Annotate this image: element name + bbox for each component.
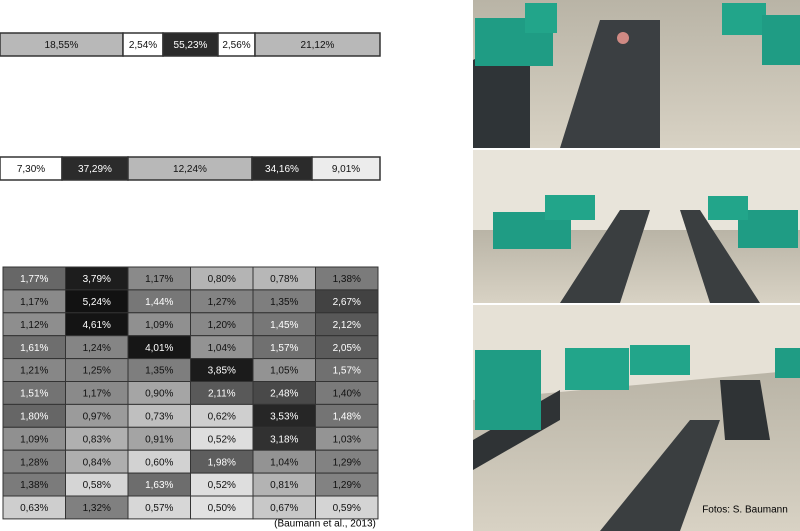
heat-label: 1,38%	[20, 480, 48, 491]
heat-cell	[315, 495, 379, 520]
citation: (Baumann et al., 2013)	[274, 519, 376, 530]
photo-credit: Fotos: S. Baumann	[702, 505, 788, 516]
heat-label: 1,61%	[20, 343, 48, 354]
heat-label: 1,04%	[270, 457, 298, 468]
band-label: 2,56%	[222, 40, 250, 51]
heat-label: 1,24%	[83, 343, 111, 354]
band-label: 2,54%	[129, 40, 157, 51]
heat-label: 1,57%	[270, 343, 298, 354]
heat-label: 0,91%	[145, 434, 173, 445]
band-label: 37,29%	[78, 164, 112, 175]
heat-label: 1,57%	[333, 366, 361, 377]
heat-label: 1,20%	[208, 320, 236, 331]
heat-label: 0,84%	[83, 457, 111, 468]
heat-label: 1,35%	[270, 297, 298, 308]
heat-label: 1,17%	[83, 389, 111, 400]
heat-label: 1,51%	[20, 389, 48, 400]
heat-label: 1,09%	[20, 434, 48, 445]
heat-label: 1,03%	[333, 434, 361, 445]
heat-label: 1,45%	[270, 320, 298, 331]
heat-label: 1,48%	[333, 411, 361, 422]
heat-label: 1,25%	[83, 366, 111, 377]
heat-label: 0,83%	[83, 434, 111, 445]
heat-label: 3,18%	[270, 434, 298, 445]
heat-label: 1,09%	[145, 320, 173, 331]
heat-label: 1,28%	[20, 457, 48, 468]
heat-label: 0,52%	[208, 480, 236, 491]
heat-label: 1,80%	[20, 411, 48, 422]
band-label: 12,24%	[173, 164, 207, 175]
heat-label: 0,78%	[270, 274, 298, 285]
photo	[473, 305, 800, 531]
heat-label: 2,12%	[333, 320, 361, 331]
band-label: 34,16%	[265, 164, 299, 175]
heat-label: 1,40%	[333, 389, 361, 400]
heat-label: 0,60%	[145, 457, 173, 468]
heat-label: 1,29%	[333, 457, 361, 468]
heat-label: 1,17%	[20, 297, 48, 308]
heat-label: 0,50%	[208, 503, 236, 514]
heat-label: 2,48%	[270, 389, 298, 400]
heat-label: 1,27%	[208, 297, 236, 308]
heat-label: 0,62%	[208, 411, 236, 422]
heat-label: 1,21%	[20, 366, 48, 377]
heat-label: 3,85%	[208, 366, 236, 377]
heat-label: 3,53%	[270, 411, 298, 422]
heat-label: 1,32%	[83, 503, 111, 514]
heat-label: 1,05%	[270, 366, 298, 377]
band-label: 21,12%	[301, 40, 335, 51]
photo	[473, 150, 800, 303]
band-cell	[254, 32, 381, 57]
heat-label: 0,81%	[270, 480, 298, 491]
heat-label: 0,52%	[208, 434, 236, 445]
band-label: 55,23%	[174, 40, 208, 51]
heat-label: 0,97%	[83, 411, 111, 422]
heat-label: 1,44%	[145, 297, 173, 308]
band-cell	[311, 156, 381, 181]
heat-label: 5,24%	[83, 297, 111, 308]
band-label: 7,30%	[17, 164, 45, 175]
heat-label: 1,38%	[333, 274, 361, 285]
heat-label: 1,12%	[20, 320, 48, 331]
photo	[473, 0, 800, 148]
heat-label: 0,58%	[83, 480, 111, 491]
heat-label: 1,29%	[333, 480, 361, 491]
band-label: 18,55%	[45, 40, 79, 51]
heat-label: 0,57%	[145, 503, 173, 514]
heat-label: 0,90%	[145, 389, 173, 400]
heat-label: 0,67%	[270, 503, 298, 514]
heat-label: 1,98%	[208, 457, 236, 468]
heat-label: 0,73%	[145, 411, 173, 422]
heat-label: 1,04%	[208, 343, 236, 354]
heat-label: 4,61%	[83, 320, 111, 331]
heat-label: 4,01%	[145, 343, 173, 354]
heat-label: 2,05%	[333, 343, 361, 354]
heat-label: 2,67%	[333, 297, 361, 308]
heat-label: 0,63%	[20, 503, 48, 514]
heat-label: 0,80%	[208, 274, 236, 285]
heat-label: 1,35%	[145, 366, 173, 377]
heat-label: 1,63%	[145, 480, 173, 491]
heat-label: 1,77%	[20, 274, 48, 285]
heat-label: 3,79%	[83, 274, 111, 285]
band-label: 9,01%	[332, 164, 360, 175]
heat-label: 2,11%	[208, 389, 236, 400]
heat-label: 0,59%	[333, 503, 361, 514]
heat-label: 1,17%	[145, 274, 173, 285]
